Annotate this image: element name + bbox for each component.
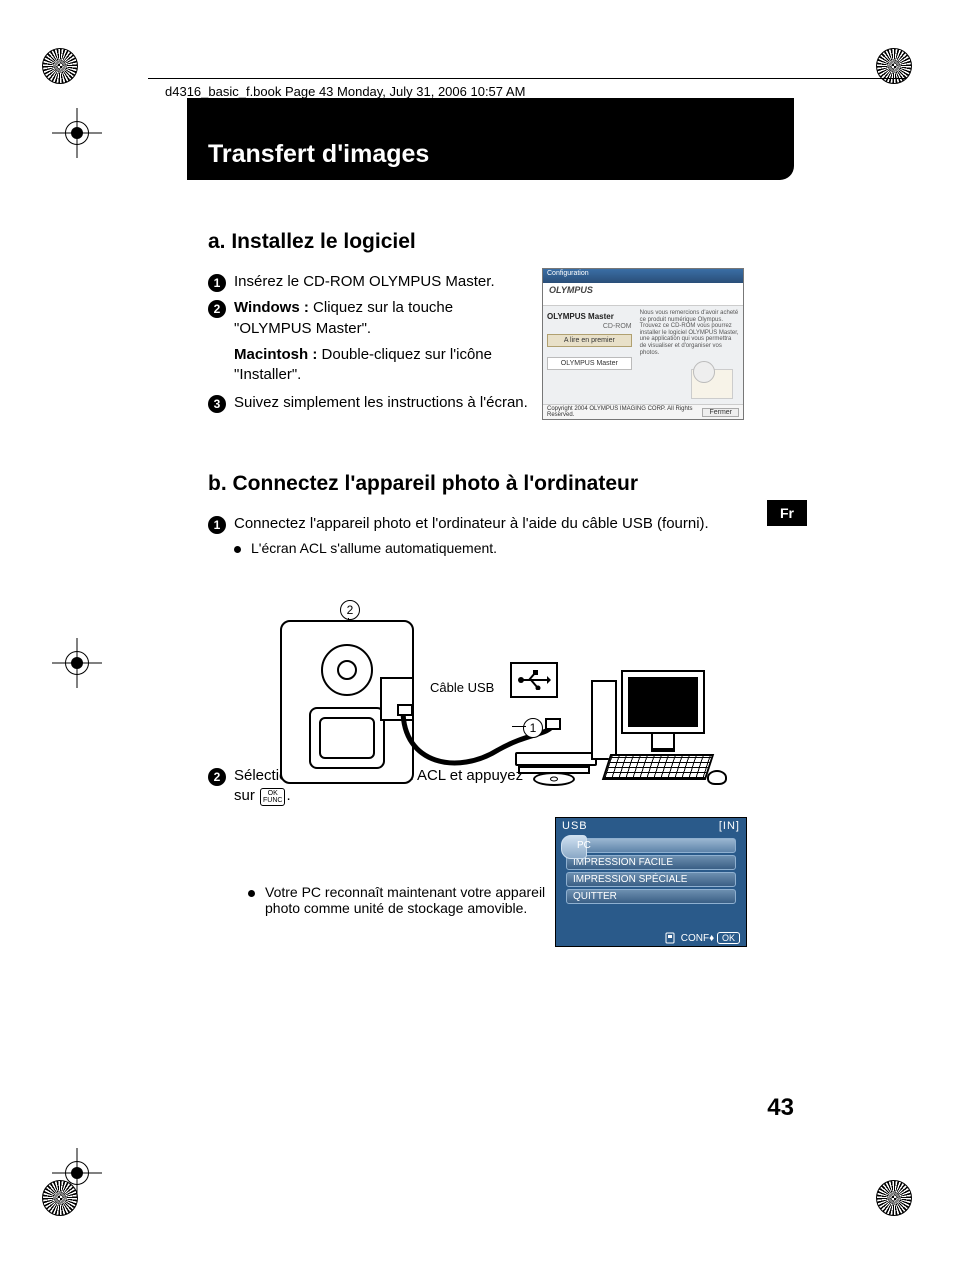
lcd-item-easy-print[interactable]: IMPRESSION FACILE	[566, 855, 736, 870]
installer-copyright: Copyright 2004 OLYMPUS IMAGING CORP. All…	[547, 406, 702, 418]
lcd-top-right: [IN]	[719, 820, 740, 832]
lcd-footer: CONF♦ OK	[665, 932, 740, 944]
step-a1-text: Insérez le CD-ROM OLYMPUS Master.	[234, 272, 495, 292]
registration-mark-icon	[62, 118, 92, 148]
computer-illustration	[525, 670, 725, 790]
registration-mark-icon	[62, 648, 92, 678]
step-a3-text: Suivez simplement les instructions à l'é…	[234, 393, 528, 413]
step-b1-text: Connectez l'appareil photo et l'ordinate…	[234, 514, 709, 534]
installer-product: OLYMPUS Master	[547, 312, 632, 321]
camera-lcd-menu: USB [IN] PC IMPRESSION FACILE IMPRESSION…	[555, 817, 747, 947]
bullet-icon	[248, 890, 255, 897]
installer-close-button[interactable]: Fermer	[702, 408, 739, 417]
windows-label: Windows :	[234, 299, 309, 316]
page-title: Transfert d'images	[208, 140, 429, 169]
monitor-icon	[621, 670, 705, 734]
step-number-icon: 1	[208, 274, 226, 292]
step-number-icon: 3	[208, 395, 226, 413]
installer-readfirst-button[interactable]: A lire en premier	[547, 334, 632, 347]
lcd-ok-icon: OK	[717, 932, 740, 944]
lcd-item-quit[interactable]: QUITTER	[566, 889, 736, 904]
memory-card-icon	[665, 932, 675, 944]
installer-brand: OLYMPUS	[543, 283, 743, 306]
installer-screenshot: Configuration OLYMPUS OLYMPUS Master CD-…	[542, 268, 744, 420]
step-b2-bullet: Votre PC reconnaît maintenant votre appa…	[248, 884, 558, 916]
bullet-icon	[234, 546, 241, 553]
section-b-heading: b. Connectez l'appareil photo à l'ordina…	[208, 472, 748, 496]
callout-2: 2	[340, 600, 360, 620]
step-b1-bullet-text: L'écran ACL s'allume automatiquement.	[251, 540, 497, 556]
connection-diagram: 2 Câble USB 1	[280, 620, 710, 800]
step-number-icon: 1	[208, 516, 226, 534]
page-number: 43	[767, 1094, 794, 1122]
installer-install-button[interactable]: OLYMPUS Master	[547, 357, 632, 370]
tower-icon	[591, 680, 617, 760]
installer-titlebar: Configuration	[543, 269, 743, 283]
monitor-stand	[651, 732, 675, 752]
cable-label: Câble USB	[430, 680, 494, 695]
step-b2-bullet-text: Votre PC reconnaît maintenant votre appa…	[265, 884, 558, 916]
keyboard-icon	[602, 754, 714, 780]
language-tab: Fr	[767, 500, 807, 526]
callout-line	[512, 726, 526, 727]
crop-sun-icon	[876, 1180, 912, 1216]
registration-mark-icon	[62, 1158, 92, 1188]
lcd-item-pc[interactable]: PC	[566, 838, 736, 853]
step-a2-mac: Macintosh : Double-cliquez sur l'icône "…	[234, 345, 534, 386]
cd-drive-icon	[515, 752, 593, 782]
step-b1: 1 Connectez l'appareil photo et l'ordina…	[208, 514, 748, 534]
installer-sub: CD-ROM	[547, 323, 632, 330]
section-a-heading: a. Installez le logiciel	[208, 230, 748, 254]
header-rule	[148, 78, 906, 79]
mouse-icon	[707, 770, 727, 785]
mac-label: Macintosh :	[234, 346, 317, 363]
installer-blurb: Nous vous remercions d'avoir acheté ce p…	[640, 310, 739, 356]
step-number-icon: 2	[208, 300, 226, 318]
crop-sun-icon	[42, 48, 78, 84]
lcd-top-left: USB	[562, 820, 588, 832]
installer-disc-icon	[693, 361, 715, 383]
header-meta-text: d4316_basic_f.book Page 43 Monday, July …	[165, 84, 525, 99]
step-a2-windows: Windows : Cliquez sur la touche "OLYMPUS…	[234, 298, 524, 339]
step-number-icon: 2	[208, 768, 226, 786]
step-b1-bullet: L'écran ACL s'allume automatiquement.	[234, 540, 748, 556]
lcd-item-special-print[interactable]: IMPRESSION SPÉCIALE	[566, 872, 736, 887]
camera-illustration	[280, 620, 414, 784]
